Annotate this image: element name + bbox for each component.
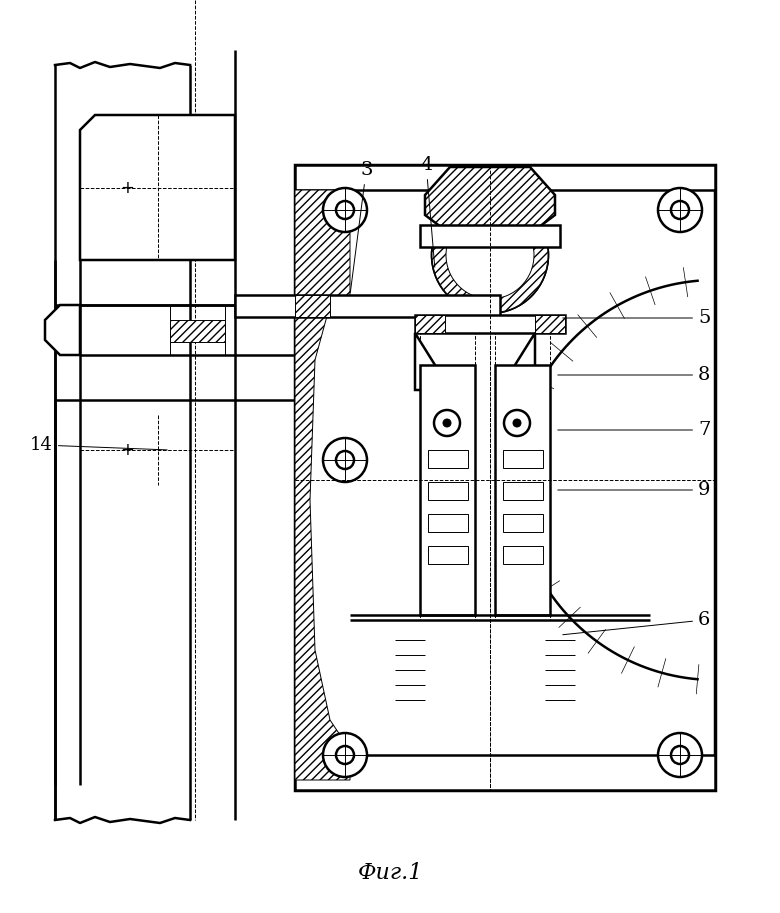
Text: +: +: [120, 179, 134, 197]
Polygon shape: [425, 167, 555, 230]
Circle shape: [336, 451, 354, 469]
Bar: [295, 755, 715, 790]
Circle shape: [323, 438, 367, 482]
Circle shape: [658, 188, 702, 232]
Bar: [503, 546, 543, 564]
Text: 4: 4: [420, 156, 434, 268]
Bar: [503, 482, 543, 500]
Circle shape: [513, 419, 521, 427]
Bar: [170, 320, 225, 342]
Polygon shape: [295, 190, 350, 780]
Circle shape: [323, 733, 367, 777]
Text: 8: 8: [558, 366, 711, 384]
Circle shape: [323, 188, 367, 232]
Bar: [235, 295, 500, 317]
Circle shape: [504, 410, 530, 436]
Text: 9: 9: [558, 481, 711, 499]
Polygon shape: [515, 333, 535, 390]
Text: 3: 3: [350, 161, 373, 292]
Circle shape: [446, 211, 534, 299]
Text: 6: 6: [562, 611, 711, 635]
Bar: [428, 482, 468, 500]
Bar: [295, 165, 715, 190]
Bar: [428, 450, 468, 468]
Bar: [535, 315, 565, 333]
Bar: [503, 514, 543, 532]
Bar: [415, 315, 445, 333]
Bar: [415, 315, 565, 333]
Circle shape: [443, 419, 451, 427]
Bar: [295, 295, 330, 317]
Polygon shape: [415, 333, 435, 390]
Bar: [420, 365, 475, 615]
Text: Фиг.1: Фиг.1: [357, 862, 423, 884]
Bar: [428, 546, 468, 564]
Text: +: +: [120, 441, 134, 459]
Bar: [428, 514, 468, 532]
Text: 5: 5: [563, 309, 711, 327]
Circle shape: [336, 746, 354, 764]
Circle shape: [671, 746, 689, 764]
Bar: [503, 450, 543, 468]
Circle shape: [432, 197, 548, 313]
Wedge shape: [432, 197, 548, 313]
Text: 14: 14: [30, 436, 167, 454]
Circle shape: [336, 201, 354, 219]
Circle shape: [658, 733, 702, 777]
Circle shape: [434, 410, 460, 436]
Polygon shape: [45, 305, 80, 355]
Circle shape: [432, 197, 548, 313]
Polygon shape: [80, 115, 235, 260]
Bar: [420, 225, 560, 247]
Bar: [495, 365, 550, 615]
Bar: [295, 165, 715, 790]
Text: 7: 7: [558, 421, 711, 439]
Circle shape: [671, 201, 689, 219]
